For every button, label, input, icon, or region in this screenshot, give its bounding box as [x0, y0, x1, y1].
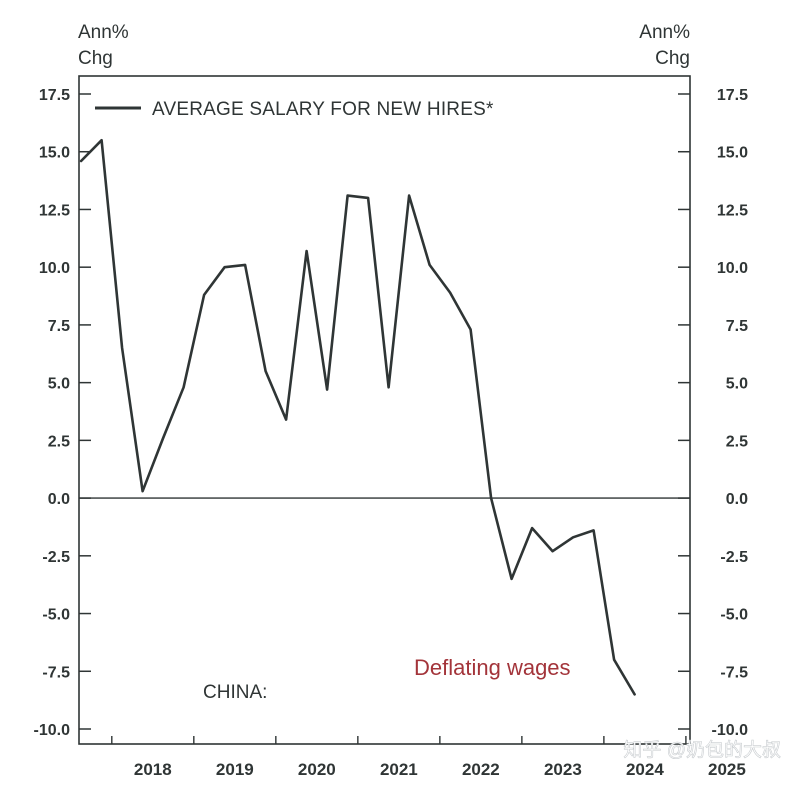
left-axis-label-line2: Chg — [78, 48, 113, 69]
y-tick-label-right: -2.5 — [720, 549, 748, 566]
region-annotation: CHINA: — [203, 682, 267, 703]
x-tick-label: 2021 — [380, 760, 418, 779]
right-axis-label-line2: Chg — [655, 48, 690, 69]
y-tick-label-left: 15.0 — [39, 145, 70, 162]
y-tick-label-left: -2.5 — [42, 549, 70, 566]
y-tick-label-right: 2.5 — [726, 433, 748, 450]
y-tick-label-left: 17.5 — [39, 87, 70, 104]
left-axis-label-line1: Ann% — [78, 22, 129, 43]
x-tick-label: 2023 — [544, 760, 582, 779]
y-tick-label-left: -5.0 — [42, 607, 70, 624]
chart-annotation-title: Deflating wages — [414, 655, 571, 680]
y-axis: 17.5 17.5 15.0 15.0 12.5 12.5 10.0 10.0 7.5 7.5 5.… — [34, 87, 749, 739]
y-tick-label-left: 10.0 — [39, 260, 70, 277]
x-axis: 2018 2019 2020 2021 2022 2023 2024 2025 — [111, 736, 746, 779]
y-tick-label-right: -5.0 — [720, 607, 748, 624]
series-line-average-salary — [79, 138, 636, 696]
y-tick-label-left: 5.0 — [48, 376, 70, 393]
y-tick-label-right: 15.0 — [717, 145, 748, 162]
right-axis-label-line1: Ann% — [639, 22, 690, 43]
y-tick-label-left: 2.5 — [48, 433, 70, 450]
y-tick-label-right: -7.5 — [720, 664, 748, 681]
x-tick-label: 2022 — [462, 760, 500, 779]
y-tick-label-right: 10.0 — [717, 260, 748, 277]
y-tick-label-right: 12.5 — [717, 202, 748, 219]
legend-label: AVERAGE SALARY FOR NEW HIRES* — [152, 99, 494, 120]
y-tick-label-right: -10.0 — [712, 722, 749, 739]
plot-frame — [78, 75, 691, 745]
y-tick-label-right: 0.0 — [726, 491, 748, 508]
y-tick-label-left: -7.5 — [42, 664, 70, 681]
x-tick-label: 2025 — [708, 760, 746, 779]
y-tick-label-left: -10.0 — [34, 722, 71, 739]
x-tick-label: 2020 — [298, 760, 336, 779]
y-tick-label-left: 7.5 — [48, 318, 70, 335]
y-tick-label-left: 0.0 — [48, 491, 70, 508]
y-tick-label-left: 12.5 — [39, 202, 70, 219]
series-group — [79, 138, 636, 696]
y-tick-label-right: 17.5 — [717, 87, 748, 104]
y-tick-label-right: 5.0 — [726, 376, 748, 393]
x-tick-label: 2024 — [626, 760, 664, 779]
y-tick-label-right: 7.5 — [726, 318, 748, 335]
x-tick-label: 2019 — [216, 760, 254, 779]
x-tick-label: 2018 — [134, 760, 172, 779]
watermark: 知乎 @奶包的大叔 — [623, 739, 781, 761]
